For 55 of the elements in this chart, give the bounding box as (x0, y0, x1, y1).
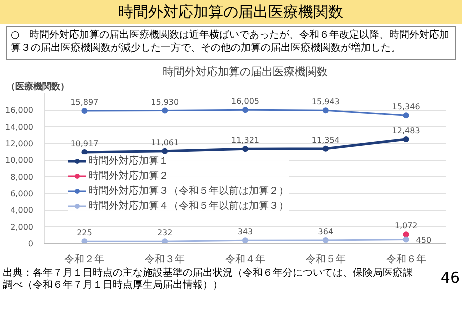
text: 時間外対応加算の届出医療機関数 (163, 66, 328, 78)
text: 46 (440, 268, 460, 289)
data-label: 12,483 (392, 126, 420, 136)
data-label: 343 (238, 228, 254, 237)
point (403, 236, 410, 243)
y-axis-title: （医療機関数） (6, 82, 70, 92)
legend-label: 時間外対応加算３（令和５年以前は加算２） (89, 184, 289, 198)
data-label: 11,354 (312, 136, 340, 145)
chart-title: 時間外対応加算の届出医療機関数 (118, 2, 344, 23)
data-label: 15,943 (312, 98, 340, 107)
point (82, 238, 88, 244)
y-tick-label: 8,000 (10, 172, 34, 182)
point (242, 238, 248, 244)
data-label: 11,321 (232, 136, 260, 146)
point (242, 146, 248, 152)
point (322, 108, 329, 114)
data-label: 1,072 (394, 222, 418, 231)
y-tick-label: 0 (28, 240, 34, 248)
y-tick-label: 12,000 (6, 140, 34, 148)
point (162, 108, 168, 114)
point (162, 148, 168, 154)
y-tick-label: 10,000 (6, 156, 34, 166)
point (403, 136, 410, 142)
x-tick-label: 令和６年 (386, 254, 426, 266)
x-tick-label: 令和２年 (64, 254, 105, 266)
point (82, 108, 88, 114)
y-tick-label: 2,000 (10, 222, 34, 232)
data-label: 10,917 (70, 140, 99, 149)
data-label: 225 (77, 228, 92, 238)
source-note: 出典：各年７月１日時点の主な施設基準の届出状況（令和６年分については、保険局医療課調べ（令和６年７月１日時点厚生局届出情報）） (3, 268, 414, 292)
chart-subtitle: ○ 時間外対応加算の届出医療機関数は近年横ばいであったが、令和６年改定以降、時間外対応加算３の届出医療機関数が減少した一方で、その他の加算の届出医療機関数が増加した。 (11, 29, 451, 55)
x-tick-label: 令和４年 (226, 254, 266, 266)
data-label: 450 (416, 236, 432, 245)
data-label: 364 (318, 227, 334, 236)
data-label: 15,930 (151, 98, 180, 107)
x-tick-label: 令和３年 (145, 254, 186, 266)
data-label: 11,061 (151, 138, 180, 148)
y-tick-label: 6,000 (10, 190, 34, 198)
y-tick-label: 16,000 (6, 106, 34, 116)
legend-label: 時間外対応加算４（令和５年以前は加算３） (89, 200, 289, 213)
data-label: 232 (157, 228, 173, 238)
legend-label: 時間外対応加算１ (89, 154, 169, 168)
point (322, 146, 329, 152)
legend-label: 時間外対応加算２ (89, 170, 169, 183)
x-tick-label: 令和５年 (306, 254, 346, 266)
point (403, 232, 410, 238)
point (242, 107, 248, 114)
data-label: 15,346 (392, 102, 420, 112)
data-label: 16,005 (232, 97, 260, 106)
point (162, 238, 168, 244)
point (322, 237, 329, 244)
data-label: 15,897 (70, 98, 99, 108)
point (403, 112, 410, 119)
y-tick-label: 4,000 (10, 206, 34, 216)
y-tick-label: 14,000 (6, 122, 34, 132)
